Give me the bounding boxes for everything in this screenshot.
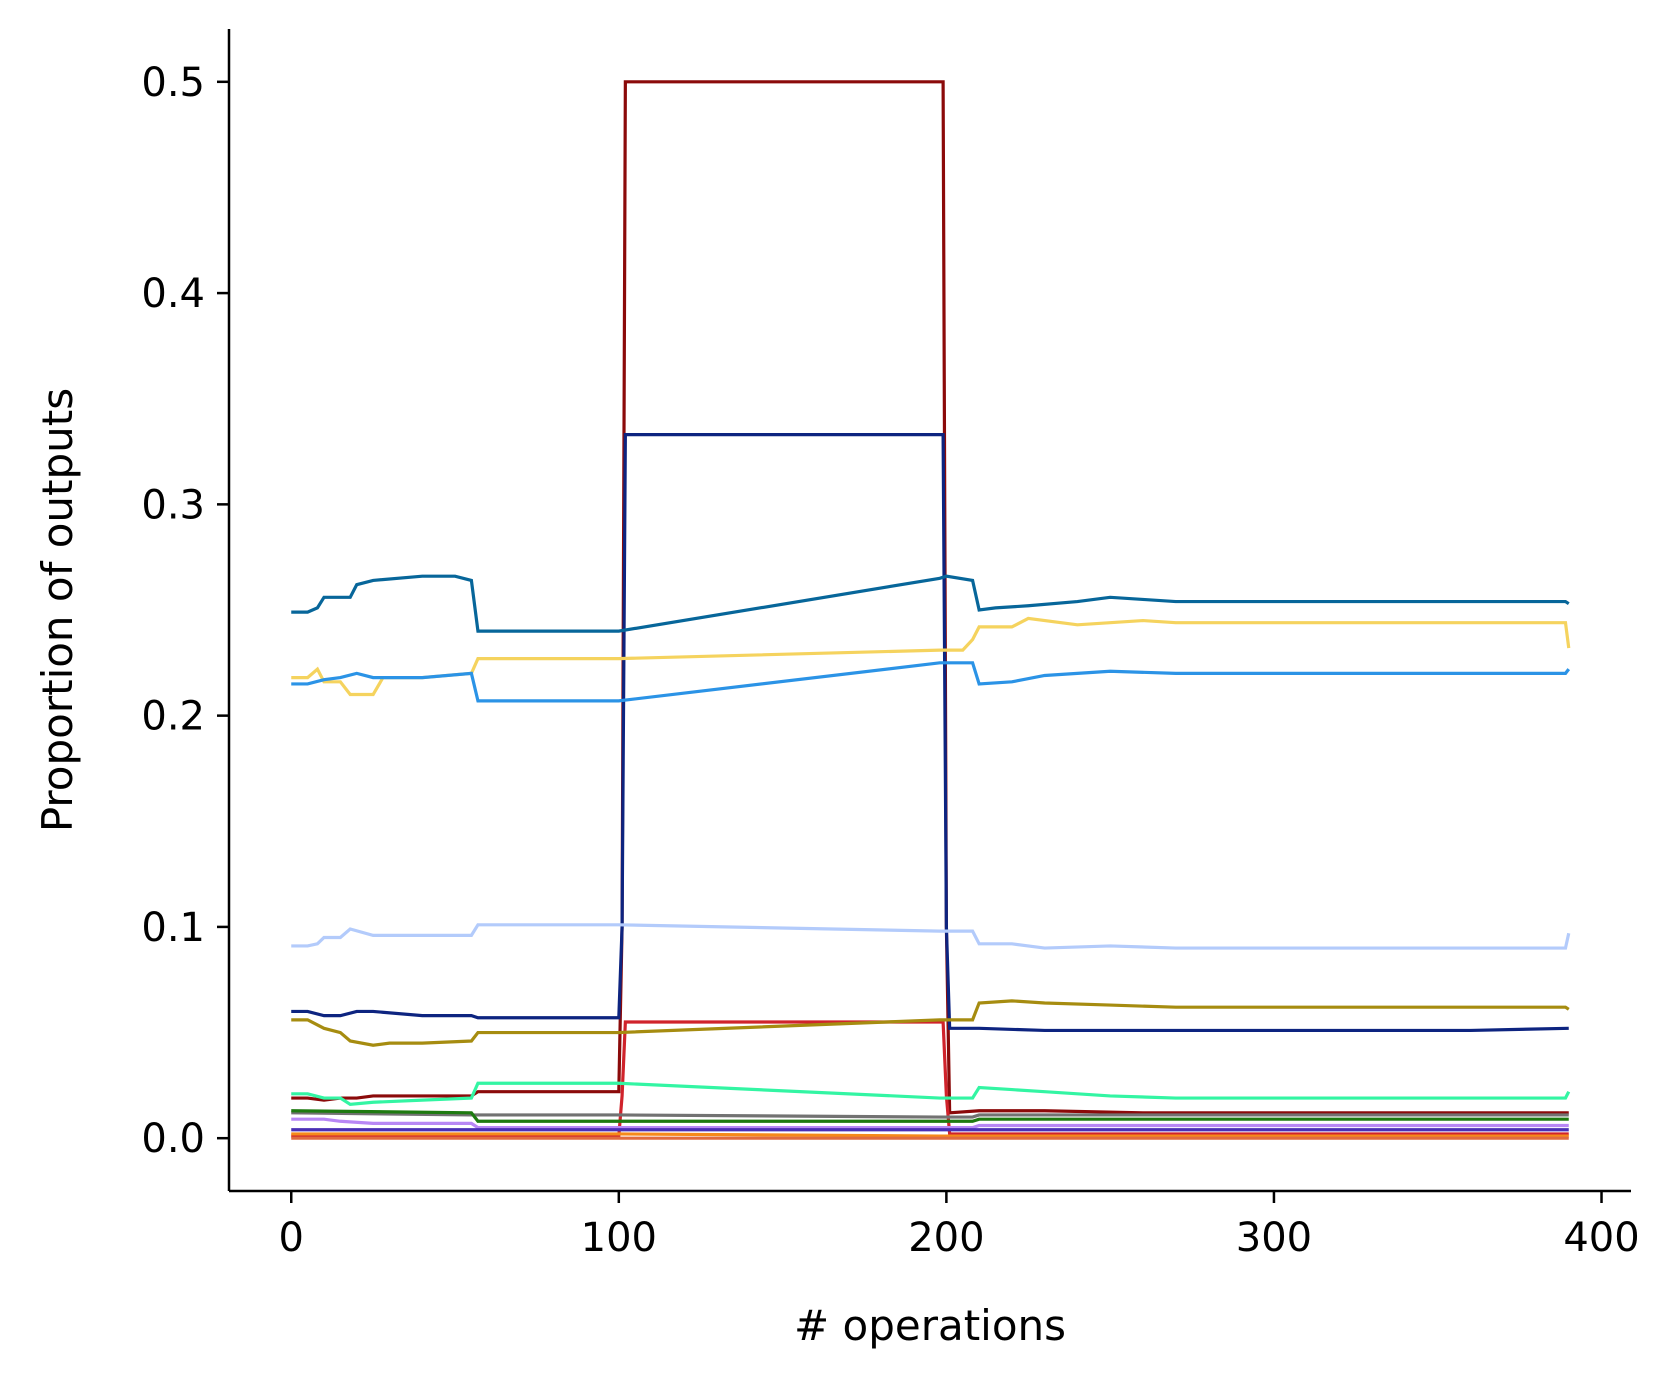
y-tick-label: 0.4 xyxy=(141,271,205,317)
x-axis-label: # operations xyxy=(794,1301,1066,1350)
series-layer xyxy=(291,80,1571,1140)
series-line-9 xyxy=(291,999,1570,1047)
x-tick-label: 100 xyxy=(581,1215,657,1261)
x-tick-label: 400 xyxy=(1563,1215,1639,1261)
series-line-8 xyxy=(291,923,1571,950)
series-line-7 xyxy=(291,661,1571,703)
y-axis-label: Proportion of outputs xyxy=(33,388,82,832)
x-tick-label: 200 xyxy=(908,1215,984,1261)
y-tick-label: 0.5 xyxy=(141,60,205,106)
series-line-12 xyxy=(291,1109,1569,1123)
series-line-11 xyxy=(291,1111,1569,1119)
y-ticks: 0.0 0.1 0.2 0.3 0.4 0.5 xyxy=(141,60,229,1162)
series-line-13 xyxy=(291,1117,1569,1130)
series-line-1 xyxy=(291,80,1569,1115)
series-line-5 xyxy=(291,574,1570,633)
y-tick-label: 0.3 xyxy=(141,482,205,528)
x-tick-label: 0 xyxy=(279,1215,304,1261)
y-tick-label: 0.0 xyxy=(141,1116,205,1162)
series-line-3 xyxy=(291,1020,1569,1138)
series-line-15 xyxy=(291,1132,1569,1138)
series-line-6 xyxy=(291,616,1571,697)
series-line-10 xyxy=(291,1081,1571,1107)
series-line-2 xyxy=(291,433,1569,1033)
x-tick-label: 300 xyxy=(1236,1215,1312,1261)
y-tick-label: 0.2 xyxy=(141,694,205,740)
x-ticks: 0 100 200 300 400 xyxy=(279,1191,1640,1261)
y-tick-label: 0.1 xyxy=(141,905,205,951)
